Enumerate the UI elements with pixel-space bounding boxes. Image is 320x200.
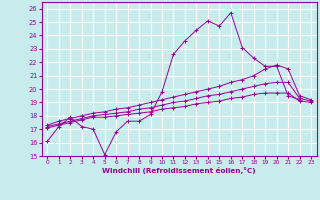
X-axis label: Windchill (Refroidissement éolien,°C): Windchill (Refroidissement éolien,°C) <box>102 167 256 174</box>
